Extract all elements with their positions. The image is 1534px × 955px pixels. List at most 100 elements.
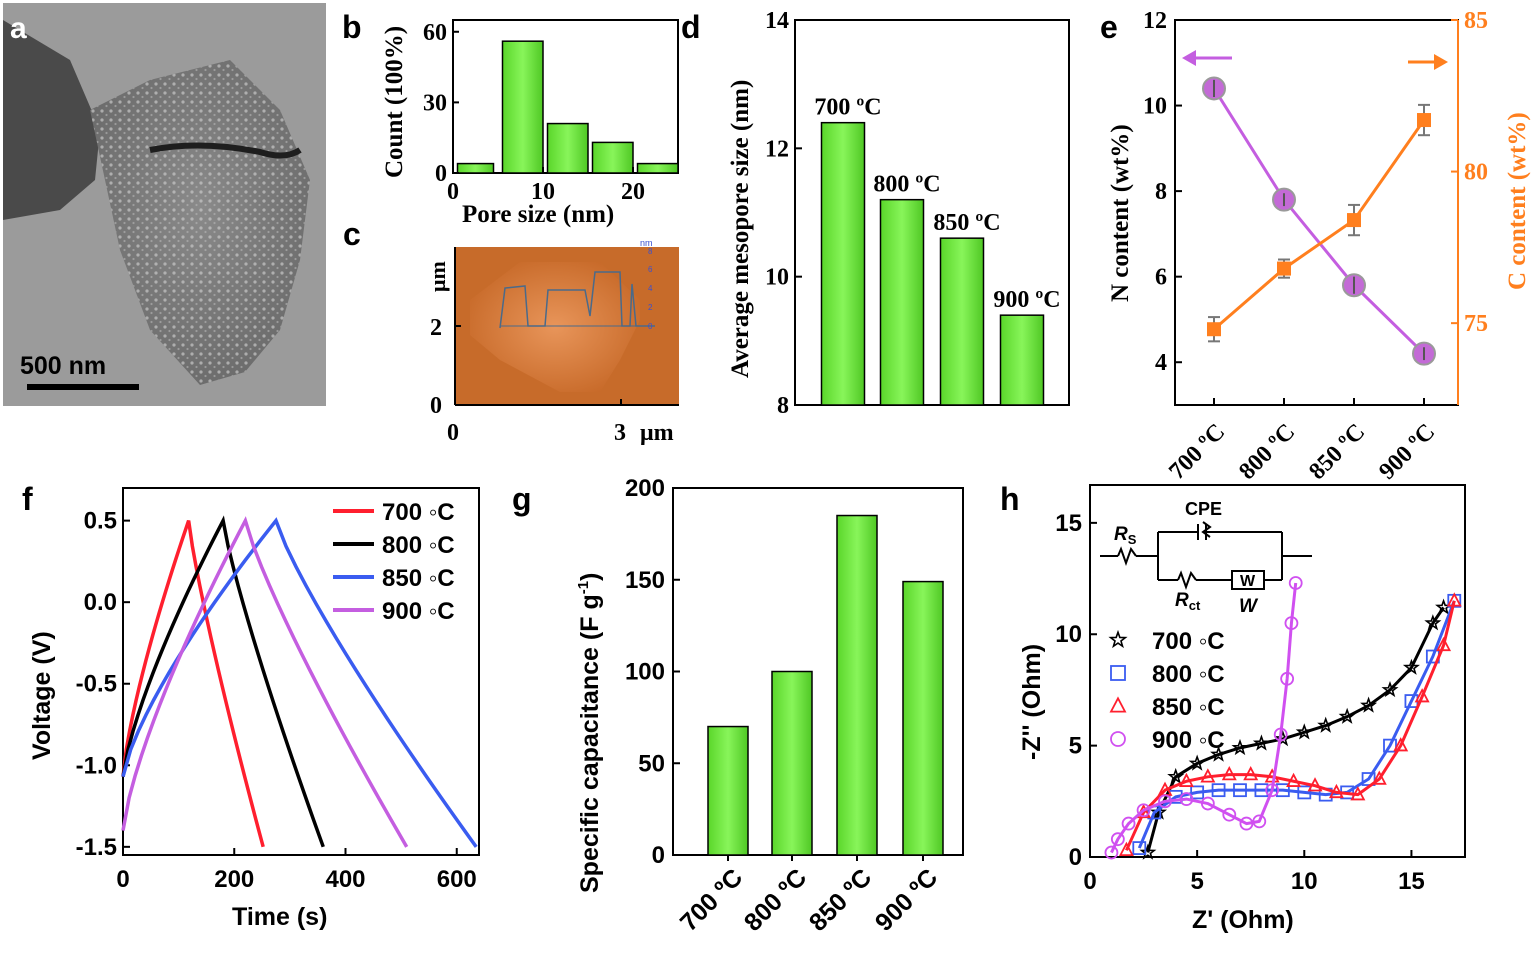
data-point — [1446, 592, 1462, 607]
data-point — [1233, 783, 1247, 798]
plot-frame-d — [794, 19, 1070, 406]
rct-label-main: R — [1175, 590, 1189, 611]
panel-b: b Pore size (nm) Count (100%) 0 10 20 0 30 60 — [342, 9, 679, 228]
histogram-bar — [546, 122, 589, 174]
data-point — [1118, 841, 1134, 857]
y-tick-label: 14 — [765, 8, 789, 34]
y-tick-label: 60 — [423, 20, 447, 46]
data-point — [1179, 792, 1194, 806]
afm-flake — [470, 262, 640, 392]
afm-profile-line — [499, 271, 655, 329]
panel-letter-g: g — [512, 481, 532, 517]
c-content-point — [1417, 113, 1431, 128]
data-point — [1178, 772, 1194, 787]
tem-dark-flake — [3, 20, 100, 220]
fit-curve — [1125, 600, 1456, 851]
data-point — [1328, 783, 1344, 799]
panel-letter-c: c — [343, 216, 361, 252]
data-point — [1243, 766, 1259, 781]
y-tick-label: 150 — [625, 567, 665, 594]
data-point — [1436, 636, 1452, 652]
y-tick-label: -1.5 — [76, 834, 117, 861]
data-point — [1121, 816, 1136, 831]
ylabel-g-end: ) — [576, 573, 604, 581]
y-tick-label: 0.0 — [84, 589, 117, 616]
histogram-bar — [591, 141, 634, 174]
data-point — [1132, 841, 1147, 855]
tem-sheet-pores — [90, 60, 310, 385]
data-point — [1381, 680, 1399, 698]
x-tick-label: 700 ºC — [675, 863, 748, 936]
data-point — [1273, 727, 1288, 742]
data-point — [1188, 754, 1206, 771]
data-point — [1286, 772, 1302, 787]
bar — [707, 725, 749, 856]
histogram-bar — [456, 162, 495, 174]
data-point — [1139, 843, 1157, 860]
histogram-bar — [636, 162, 679, 174]
ylabel-g: Specific capacitance (F g-1) — [575, 573, 604, 893]
afm-profile-tick: 6 — [648, 265, 653, 274]
xlabel-f: Time (s) — [232, 903, 327, 931]
afm-profile-ticks: 0 2 4 6 8 — [648, 247, 653, 331]
c-content-line — [1213, 119, 1426, 331]
y-tick-label: 200 — [625, 475, 665, 502]
gcd-curve — [121, 520, 265, 848]
legend-marker — [1110, 665, 1126, 681]
w-label: W — [1239, 596, 1259, 617]
legend-label: 800 ◦C — [382, 532, 455, 559]
rs-label-sub: S — [1128, 532, 1137, 547]
y-tick-label: 10 — [765, 265, 789, 291]
x-tick-label: 0 — [1083, 868, 1096, 895]
x-tick-label: 0 — [447, 179, 459, 205]
bar-data-label: 900 ºC — [993, 287, 1060, 313]
y-tick-label: 0.5 — [84, 508, 117, 535]
panel-a: a 500 nm — [3, 3, 326, 406]
data-point — [1284, 616, 1299, 631]
afm-ylabel: μm — [425, 261, 450, 292]
data-point — [1307, 777, 1323, 792]
ylabel-f: Voltage (V) — [28, 631, 56, 760]
plot-frame-h — [1089, 484, 1466, 858]
panel-h: h Z' (Ohm) -Z'' (Ohm) RS CPE Rct W W 0 — [1000, 481, 1466, 934]
c-content-point — [1207, 322, 1221, 337]
y-tick-label: 10 — [1143, 94, 1167, 120]
rs-label-main: R — [1114, 524, 1128, 545]
y-tick-label: 15 — [1055, 510, 1082, 537]
afm-profile-tick: 2 — [648, 303, 653, 312]
scale-bar — [27, 384, 139, 390]
panel-letter-e: e — [1100, 9, 1118, 45]
legend-label: 700 ◦C — [382, 499, 455, 526]
legend-label: 900 ◦C — [382, 598, 455, 625]
tem-fold — [149, 142, 302, 159]
n-content-line — [1212, 87, 1426, 355]
bar — [771, 670, 813, 856]
legend-label: 700 ◦C — [1152, 628, 1225, 655]
legend-marker — [1109, 696, 1127, 713]
bar — [999, 314, 1045, 406]
data-point — [1211, 783, 1226, 798]
afm-profile-tick: 4 — [648, 284, 653, 293]
c-content-point — [1277, 261, 1291, 276]
x-tick-label: 850 ºC — [1304, 419, 1370, 485]
data-point — [1414, 688, 1430, 703]
data-point — [1221, 766, 1237, 781]
data-point — [1338, 707, 1356, 724]
x-tick-label: 600 — [437, 866, 477, 893]
panel-d: d Average mesopore size (nm) 700 ºC 800 º… — [681, 8, 1070, 419]
rct-label-sub: ct — [1189, 598, 1201, 613]
panel-f: f Time (s) Voltage (V) 0 200 400 600 -1.5 -1.… — [22, 481, 480, 931]
bar-data-label: 700 ºC — [814, 95, 881, 121]
panel-letter-h: h — [1000, 481, 1020, 517]
x-tick-label: 15 — [1398, 868, 1425, 895]
data-point — [1295, 723, 1313, 740]
legend-label: 900 ◦C — [1152, 727, 1225, 754]
afm-xtick-label: 3 — [614, 420, 626, 446]
y-tick-label: 0 — [652, 842, 665, 869]
bar — [836, 514, 878, 856]
cpe-label: CPE — [1185, 499, 1222, 519]
data-point — [1371, 770, 1387, 785]
x-tick-label: 200 — [214, 866, 254, 893]
afm-ytick-label: 0 — [430, 393, 442, 419]
